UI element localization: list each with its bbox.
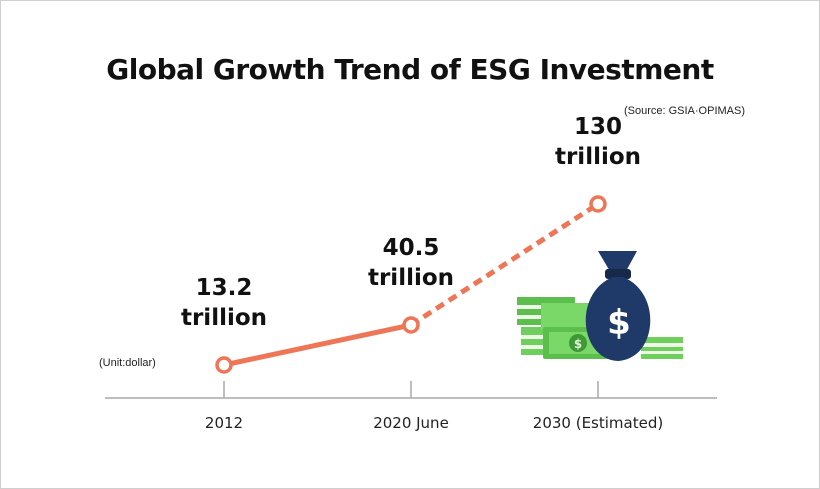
x-tick-label: 2030 (Estimated) bbox=[532, 414, 664, 432]
data-label-unit: trillion bbox=[554, 144, 642, 170]
data-label-unit: trillion bbox=[180, 305, 268, 331]
data-label-2: 130 trillion bbox=[518, 112, 678, 172]
data-label-0: 13.2 trillion bbox=[144, 273, 304, 333]
source-note: (Source: GSIA·OPIMAS) bbox=[623, 105, 745, 117]
data-point-1 bbox=[402, 316, 420, 334]
data-label-amount: 130 bbox=[573, 114, 622, 140]
svg-text:$: $ bbox=[607, 303, 631, 343]
data-point-2 bbox=[589, 195, 607, 213]
data-label-amount: 40.5 bbox=[382, 235, 440, 261]
svg-text:$: $ bbox=[574, 337, 582, 351]
unit-note: (Unit:dollar) bbox=[99, 357, 156, 369]
data-label-1: 40.5 trillion bbox=[331, 233, 491, 293]
series-line-actual bbox=[221, 322, 414, 368]
chart-title: Global Growth Trend of ESG Investment bbox=[106, 53, 714, 86]
data-point-0 bbox=[215, 356, 233, 374]
x-tick-label: 2020 June bbox=[373, 414, 449, 432]
data-label-amount: 13.2 bbox=[195, 275, 253, 301]
money-bag-icon: $ bbox=[585, 251, 651, 361]
series-line-estimated bbox=[409, 201, 600, 328]
data-label-unit: trillion bbox=[367, 265, 455, 291]
x-tick-label: 2012 bbox=[204, 414, 244, 432]
